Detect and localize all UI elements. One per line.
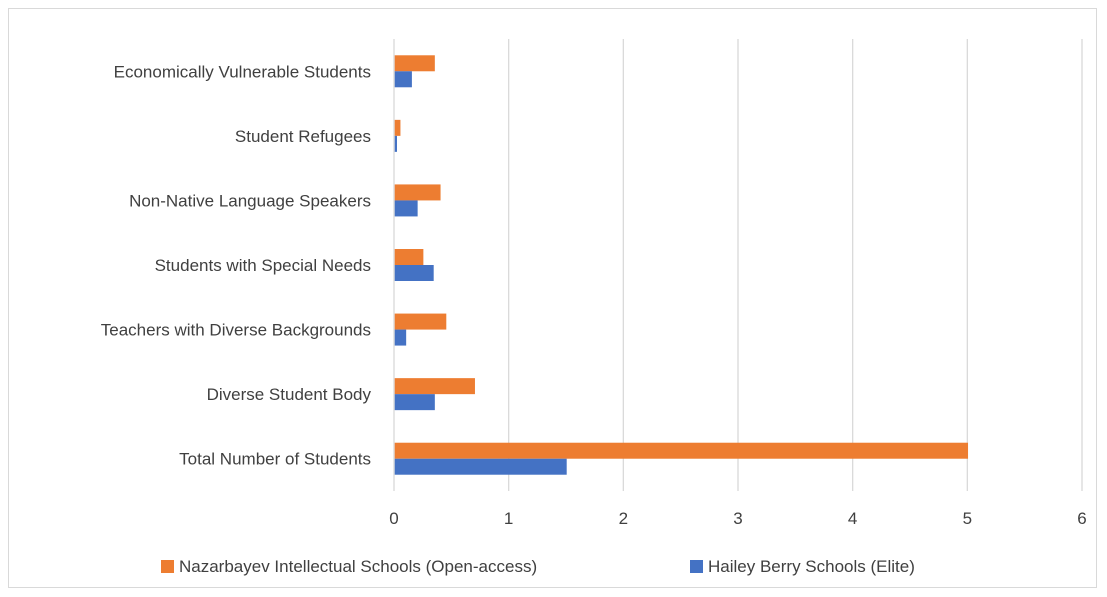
category-labels: Total Number of Students Diverse Student … xyxy=(101,62,372,468)
x-tick-labels: 0 1 2 3 4 5 6 xyxy=(389,509,1086,528)
x-tick-label: 2 xyxy=(619,509,628,528)
category-label: Teachers with Diverse Backgrounds xyxy=(101,321,371,340)
bar xyxy=(394,184,441,201)
category-label: Economically Vulnerable Students xyxy=(114,62,371,81)
chart-frame: Total Number of Students Diverse Student … xyxy=(8,8,1097,588)
bars-layer xyxy=(394,55,969,475)
bar xyxy=(394,458,567,475)
bar xyxy=(394,394,435,411)
legend-swatch xyxy=(161,560,174,573)
bar xyxy=(394,378,475,395)
category-label: Total Number of Students xyxy=(179,450,371,469)
bar xyxy=(394,71,412,88)
bar xyxy=(394,249,424,265)
category-label: Non-Native Language Speakers xyxy=(129,191,371,210)
bar xyxy=(394,55,435,72)
legend: Nazarbayev Intellectual Schools (Open-ac… xyxy=(161,557,915,576)
x-tick-label: 5 xyxy=(963,509,972,528)
bar xyxy=(394,135,397,152)
legend-swatch xyxy=(690,560,703,573)
x-tick-label: 6 xyxy=(1077,509,1086,528)
bar-chart: Total Number of Students Diverse Student … xyxy=(101,39,1087,576)
bar xyxy=(394,265,434,281)
x-tick-label: 0 xyxy=(389,509,398,528)
legend-item: Nazarbayev Intellectual Schools (Open-ac… xyxy=(161,557,537,576)
x-tick-label: 3 xyxy=(733,509,742,528)
category-label: Students with Special Needs xyxy=(155,256,371,275)
x-tick-label: 4 xyxy=(848,509,857,528)
category-label: Student Refugees xyxy=(235,127,371,146)
legend-item: Hailey Berry Schools (Elite) xyxy=(690,557,915,576)
x-tick-label: 1 xyxy=(504,509,513,528)
category-label: Diverse Student Body xyxy=(207,385,372,404)
bar xyxy=(394,313,447,330)
grid-layer xyxy=(393,39,1083,491)
legend-label: Hailey Berry Schools (Elite) xyxy=(708,557,915,576)
bar xyxy=(394,200,418,217)
legend-label: Nazarbayev Intellectual Schools (Open-ac… xyxy=(179,557,537,576)
bar xyxy=(394,329,407,346)
bar xyxy=(394,442,969,459)
bar xyxy=(394,119,401,136)
